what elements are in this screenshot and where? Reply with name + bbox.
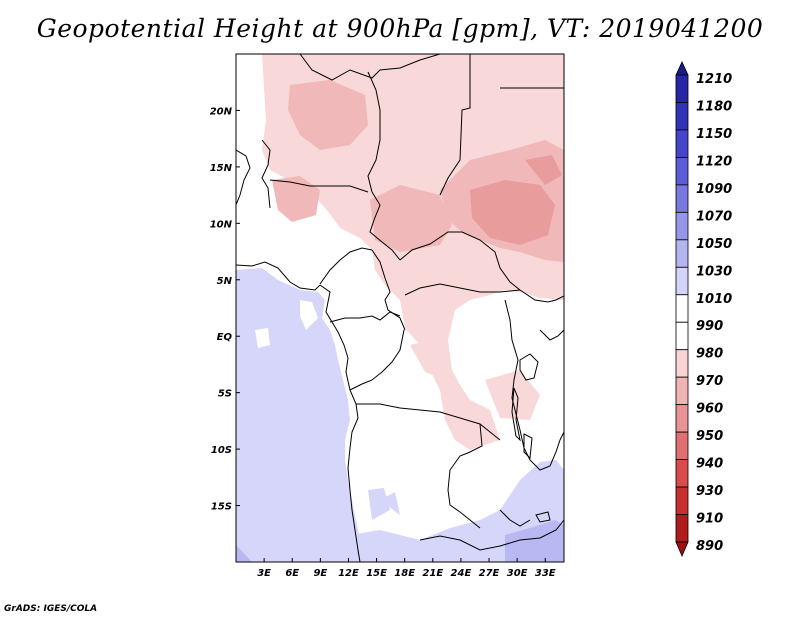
latitude-axis: 20N 15N 10N 5N EQ 5S 10S 15S xyxy=(210,106,240,513)
lon-tick-label: 3E xyxy=(257,568,271,579)
lon-tick-label: 27E xyxy=(479,568,500,579)
colorbar-label: 980 xyxy=(696,347,723,362)
colorbar-swatch xyxy=(675,376,689,406)
map-frame xyxy=(235,53,565,563)
colorbar-swatch xyxy=(675,239,689,268)
colorbar-label: 1210 xyxy=(696,72,732,87)
region-sahel-980 xyxy=(262,54,564,450)
lat-tick-label: 10S xyxy=(211,445,232,456)
height-field xyxy=(236,54,564,562)
grads-credit: GrADS: IGES/COLA xyxy=(4,604,98,614)
colorbar-swatch xyxy=(675,102,689,131)
colorbar-swatch xyxy=(675,431,689,460)
colorbar-label: 1010 xyxy=(696,292,732,307)
lon-tick-label: 12E xyxy=(338,568,359,579)
colorbar-extend-bottom xyxy=(675,541,689,558)
map-title: Geopotential Height at 900hPa [gpm], VT:… xyxy=(36,14,764,43)
colorbar-swatch xyxy=(675,184,689,213)
colorbar-swatch xyxy=(675,74,689,103)
colorbar-swatch xyxy=(675,266,689,296)
colorbar-label: 890 xyxy=(696,539,723,554)
colorbar-swatch xyxy=(675,514,689,543)
lat-tick-label: 15S xyxy=(211,502,232,513)
lon-tick-label: 33E xyxy=(535,568,556,579)
colorbar-label: 910 xyxy=(696,512,723,527)
colorbar-extend-top xyxy=(675,61,689,76)
lon-tick-label: 18E xyxy=(394,568,415,579)
colorbar-label: 1150 xyxy=(696,127,732,142)
colorbar-label: 960 xyxy=(696,402,723,417)
lat-tick-label: 5S xyxy=(218,389,232,400)
lat-tick-label: 20N xyxy=(210,106,233,117)
lat-tick-label: EQ xyxy=(217,332,233,343)
colorbar: 1210 1180 1150 1120 1090 1070 1050 1030 1010 990 9… xyxy=(675,61,732,558)
colorbar-label: 1070 xyxy=(696,209,732,224)
colorbar-label: 1180 xyxy=(696,99,732,114)
colorbar-swatch xyxy=(675,459,689,488)
colorbar-swatch xyxy=(675,404,689,433)
lat-tick-label: 10N xyxy=(210,219,233,230)
lon-tick-label: 9E xyxy=(313,568,327,579)
colorbar-swatch xyxy=(675,129,689,158)
colorbar-label: 990 xyxy=(696,319,723,334)
colorbar-swatch xyxy=(675,211,689,241)
colorbar-label: 940 xyxy=(696,457,723,472)
lon-tick-label: 24E xyxy=(451,568,472,579)
colorbar-label: 970 xyxy=(696,374,723,389)
country-borders xyxy=(236,54,564,562)
longitude-axis: 3E 6E 9E 12E 15E 18E 21E 24E 27E 30E 33E xyxy=(257,558,556,579)
colorbar-label: 1090 xyxy=(696,182,732,197)
lon-tick-label: 6E xyxy=(285,568,299,579)
lon-tick-label: 21E xyxy=(422,568,443,579)
colorbar-swatch xyxy=(675,294,689,323)
lat-tick-label: 5N xyxy=(217,276,233,287)
colorbar-label: 1050 xyxy=(696,237,732,252)
lat-tick-label: 15N xyxy=(210,163,233,174)
colorbar-swatch xyxy=(675,349,689,378)
colorbar-swatch xyxy=(675,157,689,186)
colorbar-label: 1030 xyxy=(696,264,732,279)
colorbar-label: 950 xyxy=(696,429,723,444)
lon-tick-label: 15E xyxy=(366,568,387,579)
colorbar-label: 930 xyxy=(696,484,723,499)
colorbar-swatch xyxy=(675,486,689,515)
lon-tick-label: 30E xyxy=(507,568,528,579)
colorbar-label: 1120 xyxy=(696,154,732,169)
colorbar-swatch xyxy=(675,321,689,351)
